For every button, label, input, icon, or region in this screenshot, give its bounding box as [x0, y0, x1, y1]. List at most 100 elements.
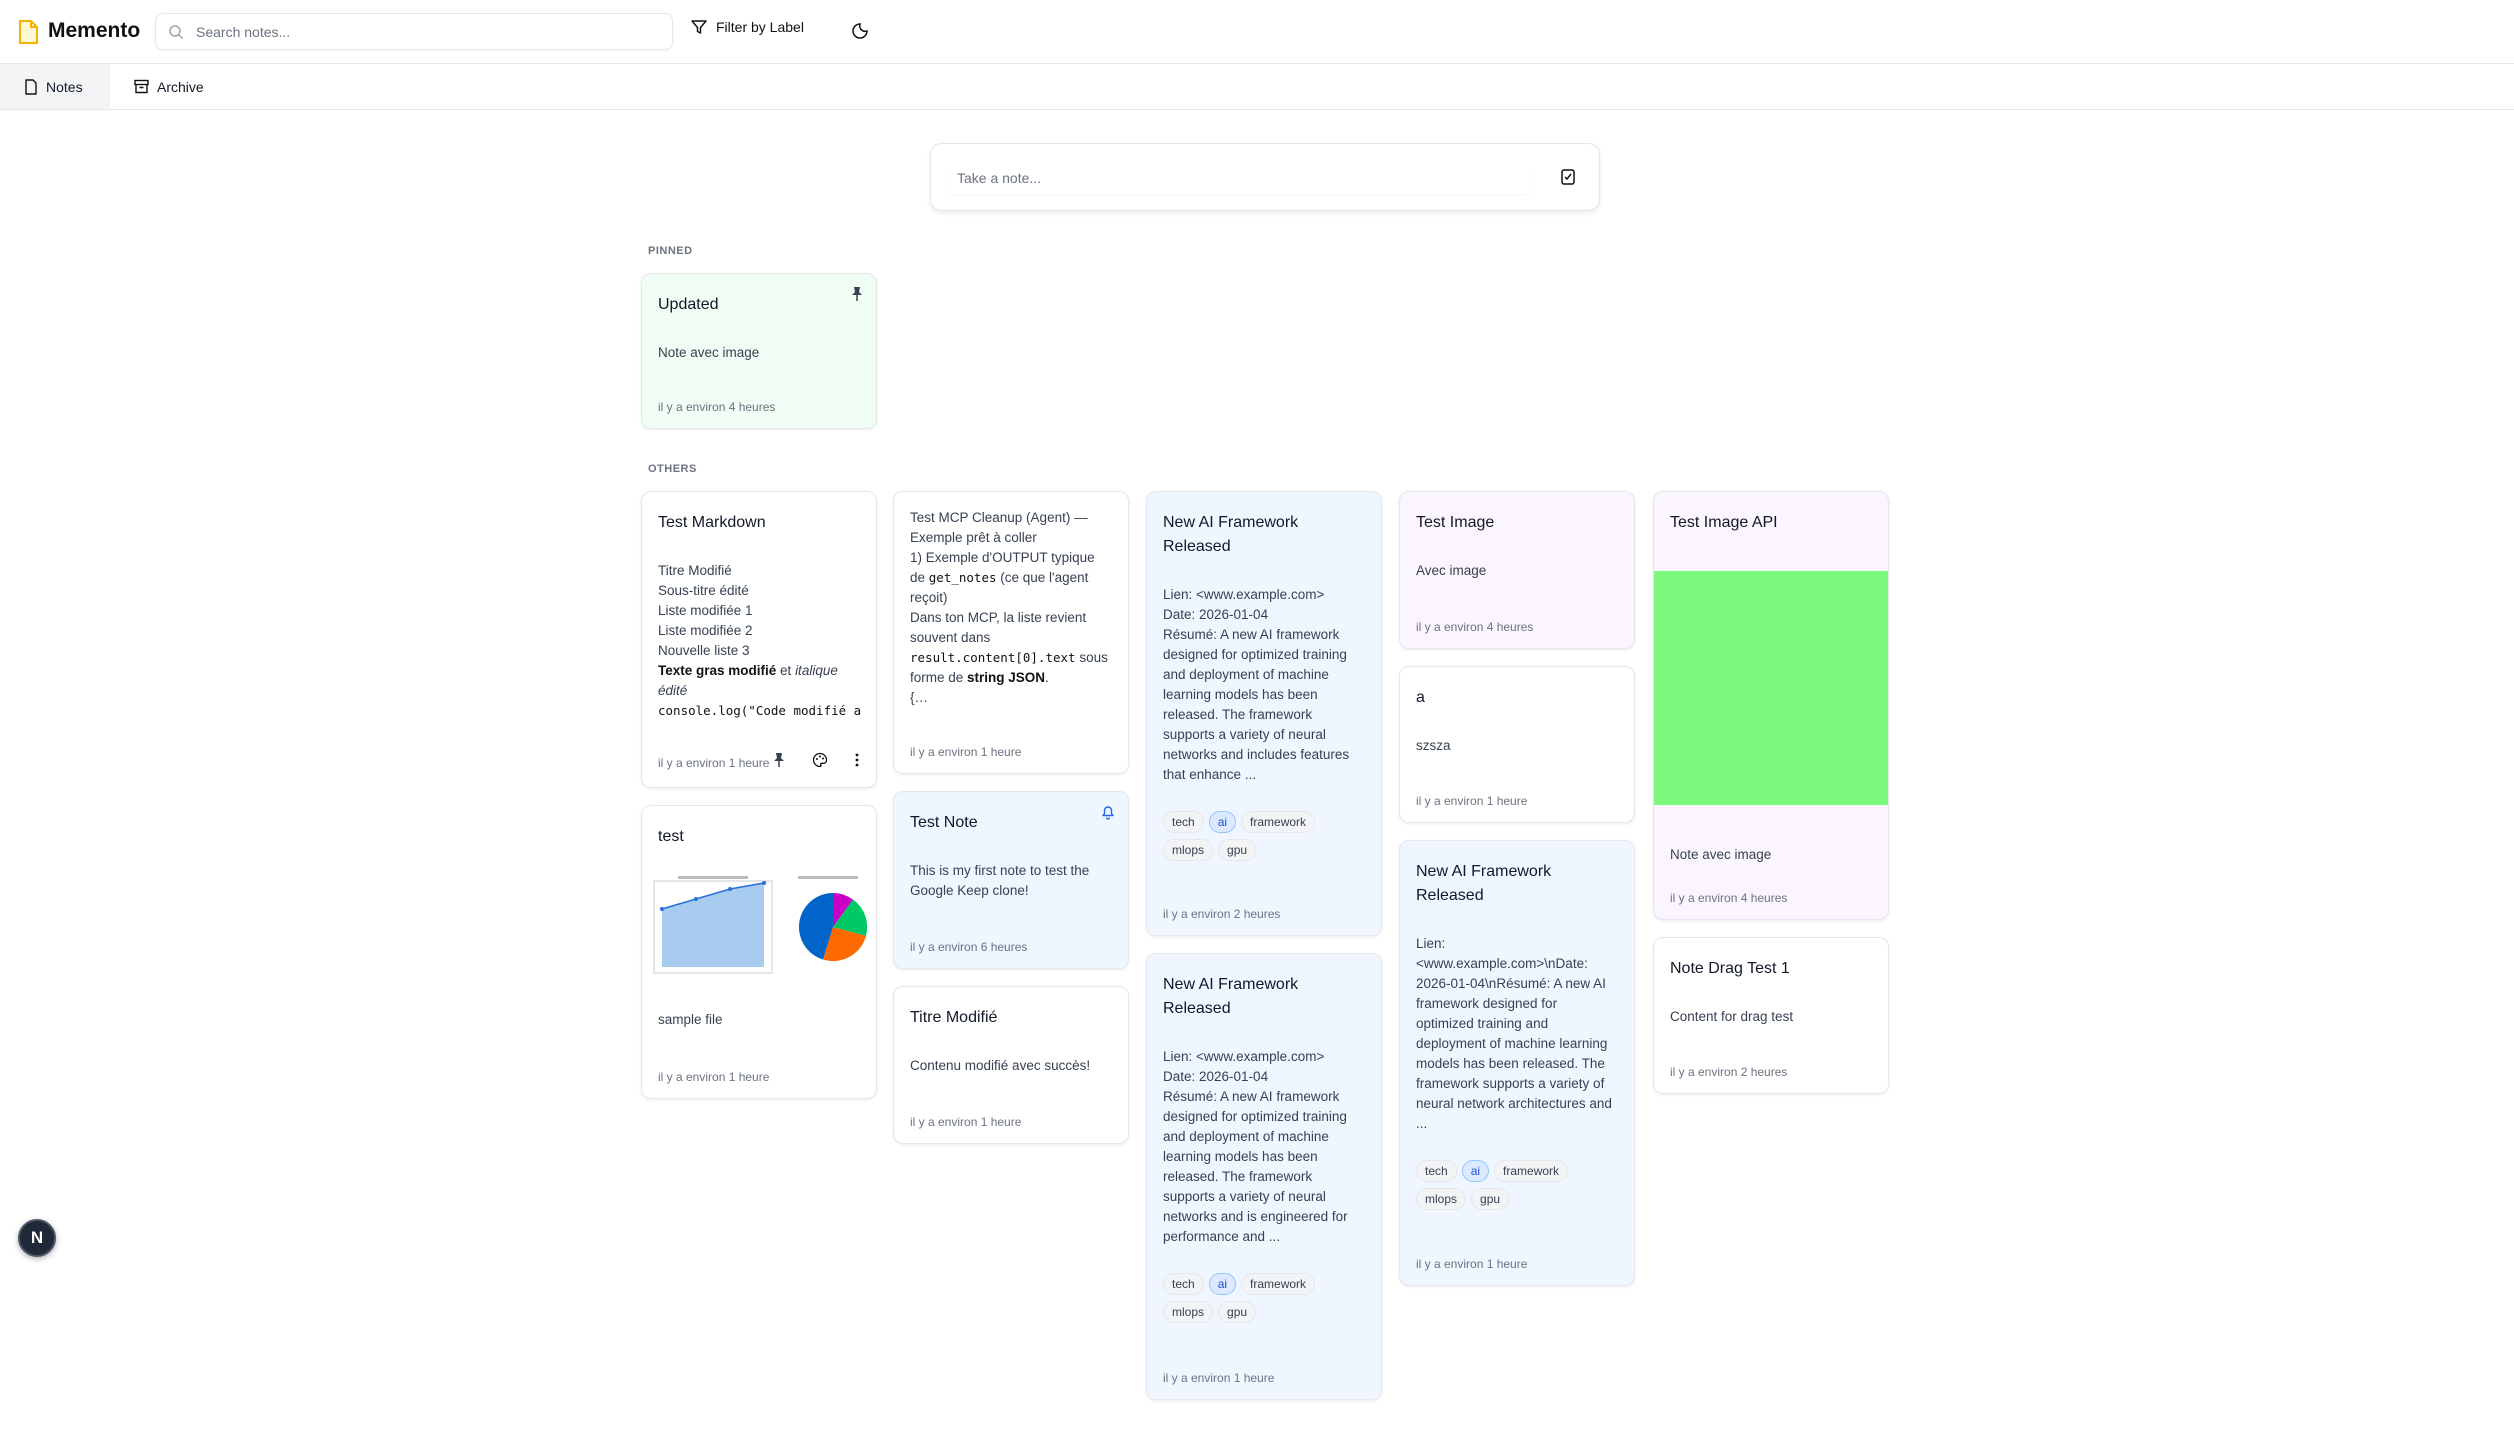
notes-column: Test Image API Note avec image il y a envi… — [1653, 491, 1889, 1094]
palette-icon[interactable] — [812, 752, 828, 773]
note-card[interactable]: Test Image Avec image il y a environ 4 heu… — [1399, 491, 1635, 649]
tab-archive[interactable]: Archive — [110, 64, 228, 109]
note-card[interactable]: Updated Note avec image il y a environ 4 h… — [641, 273, 877, 429]
note-card[interactable]: Titre Modifié Contenu modifié avec succès… — [893, 986, 1129, 1144]
archive-icon — [134, 79, 149, 94]
notes-column: Test Image Avec image il y a environ 4 heu… — [1399, 491, 1635, 1286]
note-timestamp: il y a environ 1 heure — [910, 745, 1022, 759]
label-tag[interactable]: mlops — [1163, 839, 1214, 861]
label-tag[interactable]: ai — [1208, 1273, 1237, 1295]
note-body: Lien: <www.example.com>\nDate: 2026-01-0… — [1416, 934, 1618, 1134]
note-card[interactable]: Test Note This is my first note to test t… — [893, 791, 1129, 969]
label-tag[interactable]: mlops — [1163, 1301, 1214, 1323]
note-card[interactable]: Test MCP Cleanup (Agent) — Exemple prêt … — [893, 491, 1129, 774]
bell-icon[interactable] — [1100, 804, 1116, 825]
search-box[interactable] — [155, 13, 673, 50]
take-note-input[interactable] — [945, 162, 1531, 194]
note-title: test — [658, 828, 684, 845]
label-tag[interactable]: mlops — [1416, 1188, 1467, 1210]
note-text: sample file — [658, 1012, 723, 1027]
pin-icon[interactable] — [850, 286, 864, 307]
label-tag[interactable]: framework — [1241, 811, 1316, 833]
note-body: Note avec image — [1670, 845, 1872, 865]
note-body: This is my first note to test the Google… — [910, 861, 1112, 901]
search-input[interactable] — [196, 14, 656, 49]
pinned-section-label: PINNED — [648, 245, 693, 257]
search-icon — [169, 25, 184, 40]
label-tag[interactable]: gpu — [1218, 1301, 1257, 1323]
note-body: Avec image — [1416, 561, 1618, 581]
note-text: Titre Modifié — [658, 563, 732, 578]
note-timestamp: il y a environ 1 heure — [658, 755, 770, 770]
filter-label: Filter by Label — [716, 19, 804, 35]
note-title: Test Image API — [1670, 514, 1778, 531]
label-tag[interactable]: gpu — [1471, 1188, 1510, 1210]
note-title: Test Note — [910, 814, 978, 831]
label-tag[interactable]: framework — [1241, 1273, 1316, 1295]
note-body: Titre Modifié Sous-titre édité Liste modif… — [658, 561, 861, 721]
note-card[interactable]: test sample file il y a environ 1 heure — [641, 805, 877, 1099]
moon-icon[interactable] — [850, 21, 870, 41]
note-text: Sous-titre édité — [658, 583, 749, 598]
note-text: Résumé: A new AI framework designed for … — [1163, 627, 1350, 782]
note-text: Lien: <www.example.com> — [1163, 1049, 1325, 1064]
checkbox-list-icon[interactable] — [1559, 168, 1577, 186]
note-text: Texte gras modifié — [658, 663, 777, 678]
note-text: (ce que l'agent reçoit) — [910, 570, 1089, 605]
note-text: Avec image — [1416, 563, 1487, 578]
label-tag[interactable]: tech — [1163, 811, 1204, 833]
tab-label: Archive — [157, 78, 204, 95]
note-text: Test MCP Cleanup (Agent) — Exemple prêt … — [910, 510, 1088, 545]
note-card[interactable]: New AI Framework Released Lien: <www.exam… — [1146, 953, 1382, 1400]
filter-by-label-button[interactable]: Filter by Label — [690, 18, 804, 36]
note-timestamp: il y a environ 1 heure — [658, 1070, 770, 1084]
note-title: Test Image — [1416, 514, 1495, 531]
note-title: New AI Framework Released — [1163, 976, 1299, 1017]
user-avatar-button[interactable]: N — [18, 1219, 56, 1257]
label-tag[interactable]: tech — [1163, 1273, 1204, 1295]
tag-list: tech ai framework mlops gpu — [1163, 1273, 1333, 1323]
tab-bar: Notes Archive — [0, 64, 2514, 110]
note-body: Contenu modifié avec succès! — [910, 1056, 1112, 1076]
label-tag[interactable]: gpu — [1218, 839, 1257, 861]
note-card[interactable]: New AI Framework Released Lien: <www.exam… — [1399, 840, 1635, 1286]
label-tag[interactable]: ai — [1461, 1160, 1490, 1182]
tab-notes[interactable]: Notes — [0, 64, 110, 109]
note-text: sous forme de — [910, 650, 1108, 685]
note-text: Contenu modifié avec succès! — [910, 1058, 1091, 1073]
note-text: Nouvelle liste 3 — [658, 643, 750, 658]
note-timestamp: il y a environ 1 heure — [1416, 794, 1528, 808]
note-card[interactable]: Test Markdown Titre Modifié Sous-titre édi… — [641, 491, 877, 788]
note-card[interactable]: Note Drag Test 1 Content for drag test il … — [1653, 937, 1889, 1094]
more-vertical-icon[interactable] — [854, 752, 860, 773]
note-image — [648, 875, 870, 980]
notes-column: New AI Framework Released Lien: <www.exam… — [1146, 491, 1382, 1400]
note-card[interactable]: a szsza il y a environ 1 heure — [1399, 666, 1635, 823]
note-timestamp: il y a environ 4 heures — [1416, 620, 1534, 634]
note-body: Lien: <www.example.com> Date: 2026-01-04 R… — [1163, 585, 1365, 785]
label-tag[interactable]: framework — [1494, 1160, 1569, 1182]
note-timestamp: il y a environ 2 heures — [1163, 907, 1281, 921]
note-timestamp: il y a environ 2 heures — [1670, 1065, 1788, 1079]
note-text: szsza — [1416, 738, 1451, 753]
note-title: Titre Modifié — [910, 1009, 998, 1026]
filter-icon — [691, 20, 707, 34]
note-card[interactable]: New AI Framework Released Lien: <www.exam… — [1146, 491, 1382, 936]
label-tag[interactable]: ai — [1208, 811, 1237, 833]
label-tag[interactable]: tech — [1416, 1160, 1457, 1182]
note-text: Liste modifiée 2 — [658, 623, 753, 638]
pin-icon[interactable] — [772, 752, 786, 773]
note-text: Lien: <www.example.com>\nDate: 2026-01-0… — [1416, 936, 1612, 1131]
note-text: Résumé: A new AI framework designed for … — [1163, 1089, 1348, 1244]
note-title: New AI Framework Released — [1163, 514, 1299, 555]
note-card[interactable]: Test Image API Note avec image il y a envi… — [1653, 491, 1889, 920]
note-text: italique édité — [658, 663, 838, 698]
app-title: Memento — [48, 19, 141, 42]
note-text: . — [1045, 670, 1049, 685]
note-composer — [930, 143, 1600, 211]
top-bar: Memento Filter by Label — [0, 0, 2514, 64]
note-title: Note Drag Test 1 — [1670, 960, 1790, 977]
note-text: Dans ton MCP, la liste revient souvent d… — [910, 610, 1087, 645]
others-section-label: OTHERS — [648, 463, 697, 475]
note-text: 1) Exemple d'OUTPUT typique de — [910, 550, 1095, 585]
